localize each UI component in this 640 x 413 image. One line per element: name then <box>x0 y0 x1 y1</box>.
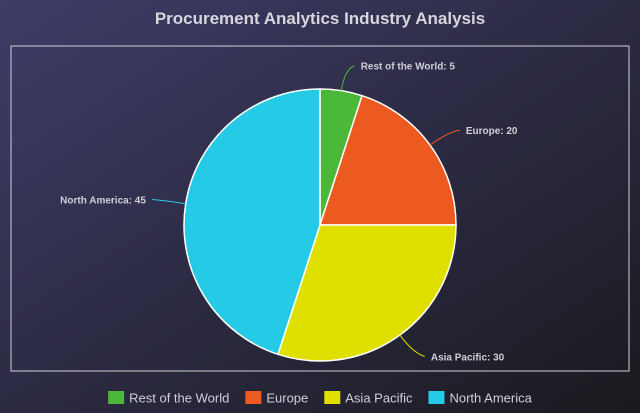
data-label-europe: Europe: 20 <box>466 126 518 137</box>
leader-line-asia-pacific <box>399 334 426 357</box>
legend-item-asia-pacific[interactable]: Asia Pacific <box>324 391 413 406</box>
pie-slice-asia-pacific[interactable] <box>277 224 457 362</box>
legend-label-rest-of-the-world: Rest of the World <box>129 391 229 406</box>
legend: Rest of the World Europe Asia Pacific North… <box>108 391 533 406</box>
legend-label-asia-pacific: Asia Pacific <box>345 391 413 406</box>
data-label-rest-of-the-world: Rest of the World: 5 <box>361 62 456 73</box>
data-label-north-america: North America: 45 <box>60 195 146 206</box>
data-label-asia-pacific: Asia Pacific: 30 <box>431 352 505 363</box>
leader-line-europe <box>429 129 460 146</box>
legend-item-north-america[interactable]: North America <box>428 391 533 406</box>
legend-swatch-rest-of-the-world <box>108 391 125 404</box>
plot-area-border <box>10 45 630 372</box>
pie-slice-europe[interactable] <box>318 94 457 226</box>
legend-item-rest-of-the-world[interactable]: Rest of the World <box>108 391 229 406</box>
pie: Rest of the World: 5 Europe: 20 Asia Pacif… <box>60 62 518 364</box>
legend-swatch-europe <box>245 391 262 404</box>
legend-swatch-north-america <box>428 391 445 404</box>
legend-label-europe: Europe <box>266 391 308 406</box>
chart-title: Procurement Analytics Industry Analysis <box>155 9 485 28</box>
legend-label-north-america: North America <box>449 391 532 406</box>
leader-line-north-america <box>151 198 186 205</box>
leader-line-rest-of-the-world <box>340 65 355 91</box>
legend-item-europe[interactable]: Europe <box>245 391 308 406</box>
legend-swatch-asia-pacific <box>324 391 341 404</box>
